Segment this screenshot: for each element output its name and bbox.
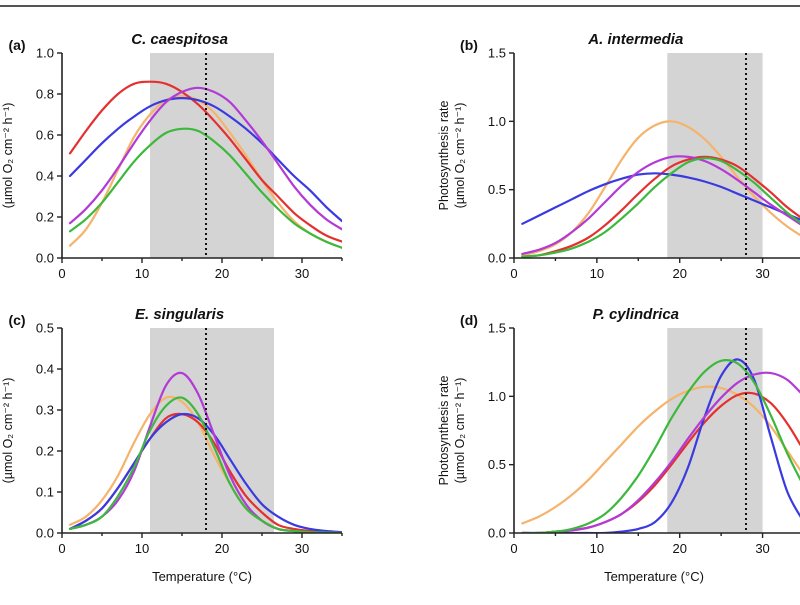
y-tick-label: 0.8 — [36, 87, 54, 102]
series-line-4 — [521, 371, 800, 533]
y-axis-label: Photosynthesis rate(µmol O₂ cm⁻² h⁻¹) — [1, 103, 15, 209]
y-tick-label: 0.2 — [36, 444, 54, 459]
series-line-2 — [521, 155, 800, 258]
series-line-2 — [68, 80, 342, 243]
x-tick-label: 10 — [590, 541, 604, 556]
panel-1: 0.0 0.2 0.4 0.6 0.8 1.0 0 10 20 30 C. caespitosa (a… — [1, 31, 343, 281]
shaded-temperature-range — [150, 53, 274, 258]
y-axis-label-line2: (µmol O₂ cm⁻² h⁻¹) — [453, 103, 467, 209]
x-tick-label: 0 — [510, 541, 517, 556]
top-border-line — [0, 5, 800, 7]
x-tick-label: 0 — [58, 541, 65, 556]
series-line-3 — [68, 97, 342, 223]
y-tick-label: 0.2 — [36, 210, 54, 225]
x-axis-label: Temperature (°C) — [604, 569, 704, 584]
series-line-5 — [521, 358, 800, 533]
series-line-4 — [521, 155, 800, 255]
y-tick-label: 0.0 — [36, 251, 54, 266]
series-group — [521, 120, 800, 258]
x-tick-label: 20 — [672, 266, 686, 281]
panel-label: (c) — [8, 312, 25, 328]
series-line-3 — [68, 412, 342, 533]
y-axis-label-line2: (µmol O₂ cm⁻² h⁻¹) — [1, 103, 15, 209]
panel-title: C. caespitosa — [131, 31, 228, 48]
panel-label: (a) — [8, 37, 25, 53]
x-tick-label: 20 — [215, 541, 229, 556]
panel-label: (d) — [460, 312, 478, 328]
series-line-1 — [68, 94, 342, 249]
x-tick-label: 30 — [755, 266, 769, 281]
series-group — [521, 358, 800, 533]
x-tick-label: 10 — [135, 266, 149, 281]
series-line-5 — [521, 157, 800, 258]
series-line-5 — [68, 127, 342, 249]
y-axis-label: Photosynthesis rate(µmol O₂ cm⁻² h⁻¹) — [437, 376, 467, 486]
y-tick-label: 0.0 — [488, 251, 506, 266]
series-line-1 — [521, 385, 800, 525]
panel-title: A. intermedia — [587, 31, 683, 48]
y-tick-label: 0.5 — [36, 321, 54, 336]
x-tick-label: 20 — [215, 266, 229, 281]
y-tick-label: 0.5 — [488, 182, 506, 197]
panel-label: (b) — [460, 37, 478, 53]
y-tick-label: 1.0 — [36, 46, 54, 61]
x-tick-label: 30 — [295, 266, 309, 281]
shaded-temperature-range — [667, 328, 763, 533]
y-tick-label: 0.0 — [36, 526, 54, 541]
y-tick-label: 0.4 — [36, 362, 54, 377]
panel-title: E. singularis — [135, 306, 224, 323]
y-axis-label-line2: (µmol O₂ cm⁻² h⁻¹) — [453, 378, 467, 484]
y-tick-label: 0.0 — [488, 526, 506, 541]
y-axis-label-line2: (µmol O₂ cm⁻² h⁻¹) — [1, 378, 15, 484]
x-tick-label: 10 — [590, 266, 604, 281]
y-tick-label: 0.3 — [36, 403, 54, 418]
x-tick-label: 0 — [58, 266, 65, 281]
y-axis-label-line1: Photosynthesis rate — [437, 101, 451, 211]
y-axis-label: Photosynthesis rate(µmol O₂ cm⁻² h⁻¹) — [1, 378, 15, 484]
y-tick-label: 1.0 — [488, 389, 506, 404]
x-tick-label: 10 — [135, 541, 149, 556]
y-axis-label-line1: Photosynthesis rate — [437, 376, 451, 486]
y-tick-label: 1.5 — [488, 46, 506, 61]
x-tick-label: 0 — [510, 266, 517, 281]
panel-4: 0.0 0.5 1.0 1.5 0 10 20 30 P. cylindrica (d) Photo… — [437, 306, 800, 584]
series-line-3 — [521, 172, 800, 225]
x-tick-label: 30 — [295, 541, 309, 556]
y-tick-label: 0.6 — [36, 128, 54, 143]
panel-title: P. cylindrica — [593, 306, 679, 323]
x-axis-label: Temperature (°C) — [152, 569, 252, 584]
y-tick-label: 1.0 — [488, 114, 506, 129]
y-tick-label: 0.4 — [36, 169, 54, 184]
panel-2: 0.0 0.5 1.0 1.5 0 10 20 30 A. intermedia (b) Photo… — [437, 31, 800, 281]
y-tick-label: 0.5 — [488, 457, 506, 472]
y-axis-label: Photosynthesis rate(µmol O₂ cm⁻² h⁻¹) — [437, 101, 467, 211]
y-tick-label: 0.1 — [36, 485, 54, 500]
panel-3: 0.0 0.1 0.2 0.3 0.4 0.5 0 10 20 30 E. singularis (c… — [1, 306, 343, 584]
y-tick-label: 1.5 — [488, 321, 506, 336]
x-tick-label: 20 — [672, 541, 686, 556]
x-tick-label: 30 — [755, 541, 769, 556]
